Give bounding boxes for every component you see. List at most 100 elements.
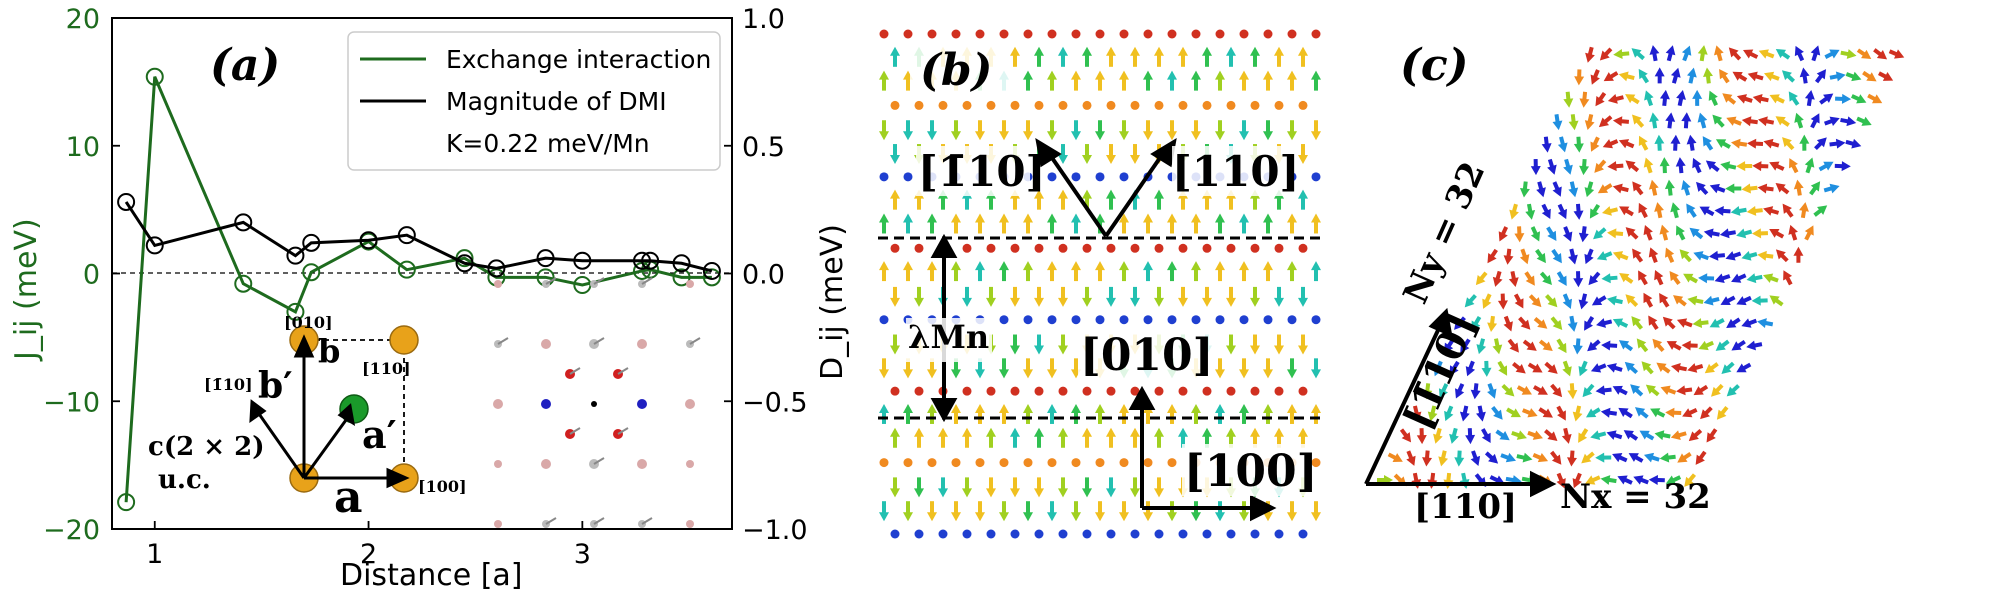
spin-arrow [1681,45,1692,62]
spin-arrow [1034,334,1044,355]
arrow-head [1298,297,1308,307]
arrow-head [1697,112,1708,123]
arrow-head [1311,403,1321,413]
spin-arrow [1058,144,1068,165]
panel-a: 20 10 0 −10 −20 1.0 0.5 0.0 −0.5 −1.0 1 2 3 (a) Di… [9,4,850,593]
spin-dot [1226,386,1236,396]
arrow-head [1498,231,1508,242]
spin-arrow [1058,427,1068,448]
spin-arrow [1058,286,1068,307]
spin-arrow [1799,134,1810,151]
arrow-head [938,427,948,437]
spin-dot [1178,100,1188,110]
arrow-head [1082,189,1092,199]
spin-arrow [1491,406,1503,420]
spin-dot [975,458,985,468]
inset-atom [494,460,502,468]
arrow-head [1746,340,1757,351]
arrow-head [1578,299,1589,310]
spin-arrow [1536,181,1546,198]
spin-arrow [975,120,985,141]
arrow-head [975,512,985,522]
spin-arrow [1708,90,1718,107]
spin-arrow [1119,120,1129,141]
spin-arrow [1154,46,1164,67]
panel-a-label: (a) [210,40,280,91]
inset-atom [685,399,695,409]
arrow-head [1263,213,1273,223]
arrow-head [1082,155,1092,165]
spin-arrow [879,120,889,141]
arrow-head [1686,134,1697,145]
spin-arrow [1533,317,1548,329]
left-axis-label: J_ij (meV) [9,218,44,362]
arrow-head [1714,273,1725,283]
inset-label-a: a [334,472,363,523]
spin-arrow [1547,158,1557,175]
spin-arrow [1454,450,1465,467]
spin-arrow [1311,501,1321,522]
spin-arrow [1665,247,1675,264]
arrow-head [1520,319,1531,330]
spin-arrow [1082,144,1092,165]
spin-arrow [1497,360,1508,376]
spin-arrow [1178,286,1188,307]
spin-arrow [1541,136,1552,153]
spin-dot [1130,100,1140,110]
arrow-head [1202,46,1212,56]
arrow-head [1263,403,1273,413]
arrow-head [1769,295,1780,305]
arrow-head [1679,249,1690,260]
arrow-head [1311,512,1321,522]
arrow-head [1659,89,1670,100]
spin-arrow [1823,183,1840,194]
arrow-head [1250,297,1260,307]
arrow-head [1509,342,1519,353]
arrow-head [1596,251,1608,261]
spin-arrow [1612,453,1628,463]
spin-arrow [1449,360,1460,376]
arrow-head [1095,261,1105,271]
arrow-head [1573,143,1584,153]
spin-arrow [1287,403,1297,424]
arrow-head [1557,142,1568,153]
arrow-head [1638,68,1648,80]
arrow-head [1722,93,1733,103]
inset-label-m110: [1̄10] [204,375,253,394]
spin-arrow [1679,249,1692,263]
spin-arrow [1654,202,1664,219]
arrow-head [1191,403,1201,413]
spin-arrow [1829,71,1846,82]
arrow-head [1662,316,1673,327]
spin-arrow [1587,339,1601,352]
spin-arrow [1804,225,1814,241]
spin-arrow [1763,138,1780,149]
arrow-head [1568,254,1578,265]
spin-arrow [1595,452,1612,463]
spin-arrow [1638,270,1648,286]
spin-arrow [1239,213,1249,234]
vector-a-prime [302,419,348,479]
arrow-head [1590,141,1600,152]
spin-arrow [1769,161,1785,171]
arrow-head [1047,70,1057,80]
spin-arrow [1824,49,1840,59]
spin-arrow [1601,206,1619,216]
arrow-head [975,403,985,413]
spin-arrow [1625,294,1639,308]
spin-arrow [1250,334,1260,355]
spin-arrow [1594,159,1607,173]
arrow-head [1250,427,1260,437]
spin-arrow [1643,452,1660,463]
spin-arrow [1215,261,1225,282]
arrow-head [1794,112,1804,123]
arrow-head [1557,275,1567,286]
spin-arrow [1597,183,1613,194]
arrow-head [1226,46,1236,56]
spin-dot [879,172,889,182]
arrow-head [1617,475,1628,485]
arrow-head [1574,76,1585,86]
inset-atom [541,339,551,349]
spin-arrow [1287,213,1297,234]
arrow-head [1601,273,1611,284]
